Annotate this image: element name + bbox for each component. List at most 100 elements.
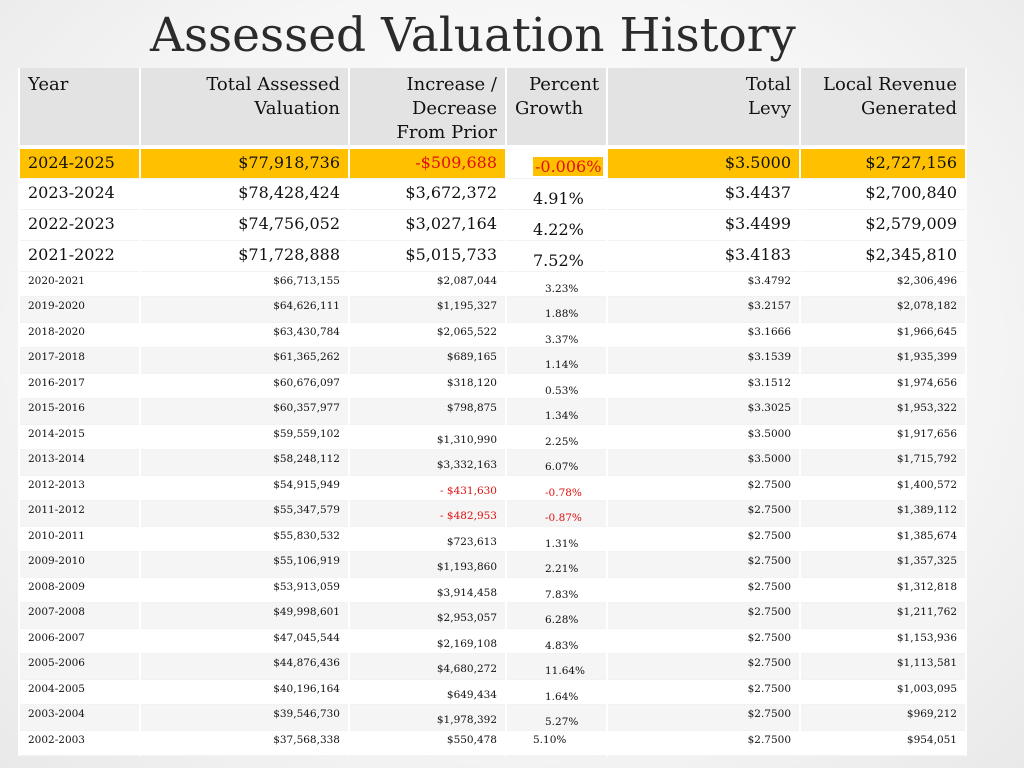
cell-levy: $3.3025 — [606, 398, 801, 425]
cell-percent: 1.64% — [505, 679, 608, 705]
cell-levy: $3.5000 — [606, 449, 801, 476]
cell-change: $1,195,327 — [348, 296, 507, 323]
cell-assessed: $58,248,112 — [139, 449, 350, 476]
cell-revenue: $1,917,656 — [799, 424, 967, 450]
cell-year: 2020-2021 — [18, 271, 141, 297]
cell-levy: $3.1539 — [606, 347, 801, 374]
cell-assessed: $53,913,059 — [139, 577, 350, 603]
cell-revenue: $1,400,572 — [799, 475, 967, 501]
cell-assessed: $37,568,338 — [139, 730, 350, 756]
header-year: Year — [18, 68, 141, 149]
cell-revenue: $1,974,656 — [799, 373, 967, 399]
cell-assessed: $63,430,784 — [139, 322, 350, 348]
cell-revenue: $1,153,936 — [799, 628, 967, 654]
cell-percent: 7.83% — [505, 577, 608, 603]
cell-assessed: $55,347,579 — [139, 500, 350, 527]
cell-revenue: $2,727,156 — [799, 147, 967, 179]
cell-year: 2007-2008 — [18, 602, 141, 629]
cell-revenue: $1,966,645 — [799, 322, 967, 348]
cell-change: $649,434 — [348, 679, 507, 705]
table-row: 2012-2013 $54,915,949- $431,630 -0.78% $2.7… — [18, 475, 967, 501]
cell-revenue: $1,312,818 — [799, 577, 967, 603]
cell-percent: 2.21% — [505, 551, 608, 578]
cell-revenue: $1,003,095 — [799, 679, 967, 705]
cell-revenue: $2,579,009 — [799, 209, 967, 241]
cell-year: 2010-2011 — [18, 526, 141, 552]
cell-levy: $3.4183 — [606, 240, 801, 272]
cell-percent: 5.27% — [505, 704, 608, 731]
cell-percent: 5.10% — [505, 730, 608, 756]
cell-levy: $3.4499 — [606, 209, 801, 241]
table-row: 2018-2020 $63,430,784 $2,065,522 3.37% $3.16… — [18, 322, 967, 348]
cell-percent: -0.87% — [505, 500, 608, 527]
table-row: 2010-2011 $55,830,532 $723,613 1.31% $2.7500… — [18, 526, 967, 552]
cell-percent: 0.53% — [505, 373, 608, 399]
cell-revenue: $969,212 — [799, 704, 967, 731]
cell-assessed: $55,830,532 — [139, 526, 350, 552]
cell-assessed: $55,106,919 — [139, 551, 350, 578]
cell-year: 2012-2013 — [18, 475, 141, 501]
cell-percent: 1.31% — [505, 526, 608, 552]
cell-revenue: $1,715,792 — [799, 449, 967, 476]
cell-assessed: $61,365,262 — [139, 347, 350, 374]
cell-levy: $3.1512 — [606, 373, 801, 399]
cell-assessed: $47,045,544 — [139, 628, 350, 654]
cell-percent: 6.07% — [505, 449, 608, 476]
cell-assessed: $66,713,155 — [139, 271, 350, 297]
cell-levy: $2.7500 — [606, 500, 801, 527]
cell-change: $689,165 — [348, 347, 507, 374]
cell-levy: $3.5000 — [606, 147, 801, 179]
cell-levy: $2.7500 — [606, 704, 801, 731]
table-row: 2003-2004 $39,546,730 $1,978,392 5.27% $2.75… — [18, 704, 967, 731]
cell-percent: 4.83% — [505, 628, 608, 654]
cell-change: $4,680,272 — [348, 653, 507, 680]
cell-levy: $3.4437 — [606, 178, 801, 210]
cell-change: - $431,630 — [348, 475, 507, 501]
cell-change: $3,027,164 — [348, 209, 507, 241]
cell-year: 2019-2020 — [18, 296, 141, 323]
cell-revenue: $2,078,182 — [799, 296, 967, 323]
cell-percent: 3.23% — [505, 271, 608, 297]
cell-levy: $3.1666 — [606, 322, 801, 348]
table-row: 2007-2008 $49,998,601 $2,953,057 6.28% $2.75… — [18, 602, 967, 629]
cell-assessed: $59,559,102 — [139, 424, 350, 450]
cell-percent: 3.37% — [505, 322, 608, 348]
cell-year: 2024-2025 — [18, 147, 141, 179]
cell-assessed: $40,196,164 — [139, 679, 350, 705]
cell-percent: 6.28% — [505, 602, 608, 629]
table-row: 2014-2015 $59,559,102 $1,310,990 2.25% $3.50… — [18, 424, 967, 450]
cell-change: $550,478 — [348, 730, 507, 756]
header-change: Increase / Decrease From Prior — [348, 68, 507, 149]
cell-revenue: $1,935,399 — [799, 347, 967, 374]
cell-change: $5,015,733 — [348, 240, 507, 272]
cell-assessed: $74,756,052 — [139, 209, 350, 241]
cell-levy: $2.7500 — [606, 730, 801, 756]
header-percent: Percent Growth — [505, 68, 608, 149]
cell-revenue: $1,389,112 — [799, 500, 967, 527]
header-levy: Total Levy — [606, 68, 801, 149]
table-row: 2022-2023 $74,756,052 $3,027,164 4.22% $3.44… — [18, 209, 967, 241]
cell-change: $2,065,522 — [348, 322, 507, 348]
cell-year: 2021-2022 — [18, 240, 141, 272]
cell-year: 2005-2006 — [18, 653, 141, 680]
cell-assessed: $44,876,436 — [139, 653, 350, 680]
table-row: 2023-2024 $78,428,424 $3,672,372 4.91% $3.44… — [18, 178, 967, 210]
cell-change: -$509,688 — [348, 147, 507, 179]
table-row: 2015-2016 $60,357,977 $798,875 1.34% $3.3025… — [18, 398, 967, 425]
cell-year: 2006-2007 — [18, 628, 141, 654]
cell-year: 2015-2016 — [18, 398, 141, 425]
cell-levy: $2.7500 — [606, 475, 801, 501]
header-revenue: Local Revenue Generated — [799, 68, 967, 149]
cell-assessed: $71,728,888 — [139, 240, 350, 272]
cell-change: $2,953,057 — [348, 602, 507, 629]
cell-revenue: $1,113,581 — [799, 653, 967, 680]
cell-assessed: $49,998,601 — [139, 602, 350, 629]
header-row: Year Total Assessed Valuation Increase / D… — [18, 68, 967, 149]
cell-percent: -0.78% — [505, 475, 608, 501]
table-row: 2016-2017 $60,676,097 $318,120 0.53% $3.1512… — [18, 373, 967, 399]
cell-year: 2022-2023 — [18, 209, 141, 241]
cell-year: 2018-2020 — [18, 322, 141, 348]
cell-percent: 11.64% — [505, 653, 608, 680]
valuation-table: Year Total Assessed Valuation Increase / D… — [18, 68, 967, 756]
cell-levy: $3.2157 — [606, 296, 801, 323]
